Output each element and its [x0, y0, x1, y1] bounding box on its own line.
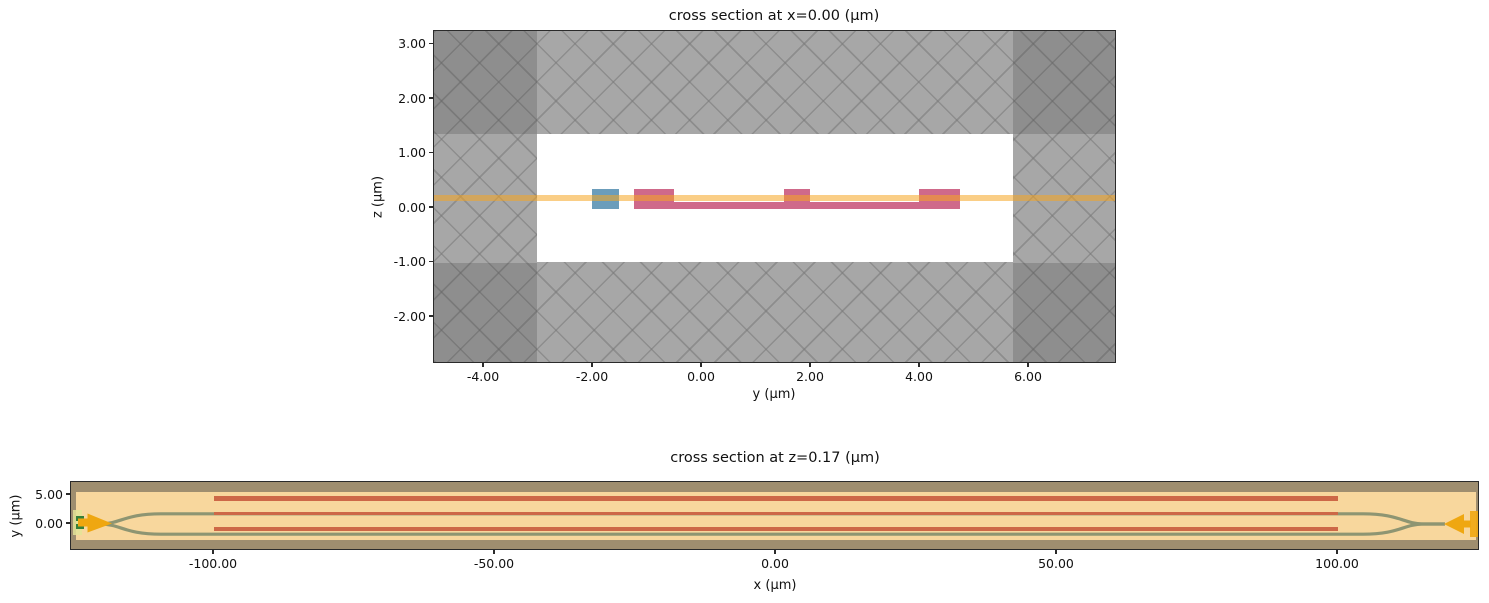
mode-source-plane — [72, 510, 82, 535]
x-tick-label: -4.00 — [466, 369, 500, 384]
y-tick-mark — [429, 315, 433, 317]
x-tick-label: 0.00 — [761, 556, 789, 571]
x-tick-label: 4.00 — [905, 369, 933, 384]
x-tick-mark — [1027, 363, 1029, 367]
bottom-plot-canvas — [70, 481, 1479, 550]
y-tick-mark — [429, 97, 433, 99]
x-tick-mark — [591, 363, 593, 367]
x-tick-label: 0.00 — [687, 369, 715, 384]
pml-band-top — [71, 482, 1478, 492]
y-tick-label: 2.00 — [398, 90, 426, 106]
y-tick-mark — [429, 206, 433, 208]
x-tick-mark — [809, 363, 811, 367]
x-tick-mark — [1336, 550, 1338, 554]
x-tick-label: 2.00 — [796, 369, 824, 384]
mode-source-marker-bottom — [75, 524, 85, 529]
x-tick-mark — [212, 550, 214, 554]
x-tick-label: -100.00 — [188, 556, 238, 571]
y-tick-label: 1.00 — [398, 145, 426, 160]
mode-monitor-plane — [1470, 511, 1478, 537]
y-tick-mark — [429, 260, 433, 263]
x-tick-mark — [482, 363, 484, 367]
x-tick-mark — [774, 550, 776, 554]
x-tick-mark — [493, 550, 495, 554]
pml-corner-top-left — [434, 31, 537, 134]
bottom-plot-xlabel: x (μm) — [753, 578, 797, 593]
x-tick-label: -50.00 — [473, 556, 515, 571]
x-tick-label: 50.00 — [1038, 556, 1074, 571]
y-tick-label: -1.00 — [393, 254, 426, 269]
top-plot-title: cross section at x=0.00 (μm) — [668, 8, 880, 24]
monitor-direction-arrow-icon — [1444, 514, 1471, 534]
y-tick-mark — [66, 493, 70, 495]
y-tick-label: 0.00 — [35, 515, 63, 531]
bottom-plot-title: cross section at z=0.17 (μm) — [670, 450, 880, 466]
pml-corner-bottom-right — [1013, 262, 1115, 362]
top-plot-xlabel: y (μm) — [752, 387, 796, 402]
upper-arm-waveguide — [100, 512, 1445, 526]
y-tick-mark — [66, 522, 70, 524]
y-tick-label: 0.00 — [398, 199, 426, 215]
y-tick-label: 3.00 — [398, 36, 426, 51]
y-tick-label: -2.00 — [393, 308, 426, 324]
x-tick-label: 6.00 — [1014, 369, 1042, 384]
pml-band-bottom — [71, 539, 1478, 549]
x-tick-mark — [1055, 550, 1057, 554]
x-tick-label: -2.00 — [575, 369, 609, 384]
rail-trace-bottom — [214, 526, 1338, 532]
pml-corner-bottom-left — [434, 262, 537, 362]
rail-trace-middle — [214, 512, 1338, 516]
mode-source-marker-top — [75, 515, 85, 521]
rail-trace-top — [214, 496, 1338, 501]
y-tick-label: 5.00 — [35, 486, 63, 502]
thin-film-layer — [434, 194, 1115, 201]
x-tick-mark — [700, 363, 702, 367]
y-tick-mark — [429, 42, 433, 45]
top-plot-canvas — [433, 30, 1116, 363]
x-tick-label: 100.00 — [1315, 556, 1359, 571]
bottom-plot-ylabel: y (μm) — [8, 494, 24, 538]
x-tick-mark — [918, 363, 920, 367]
top-plot-ylabel: z (μm) — [370, 175, 386, 219]
y-tick-mark — [429, 151, 433, 154]
pml-corner-top-right — [1013, 31, 1115, 134]
